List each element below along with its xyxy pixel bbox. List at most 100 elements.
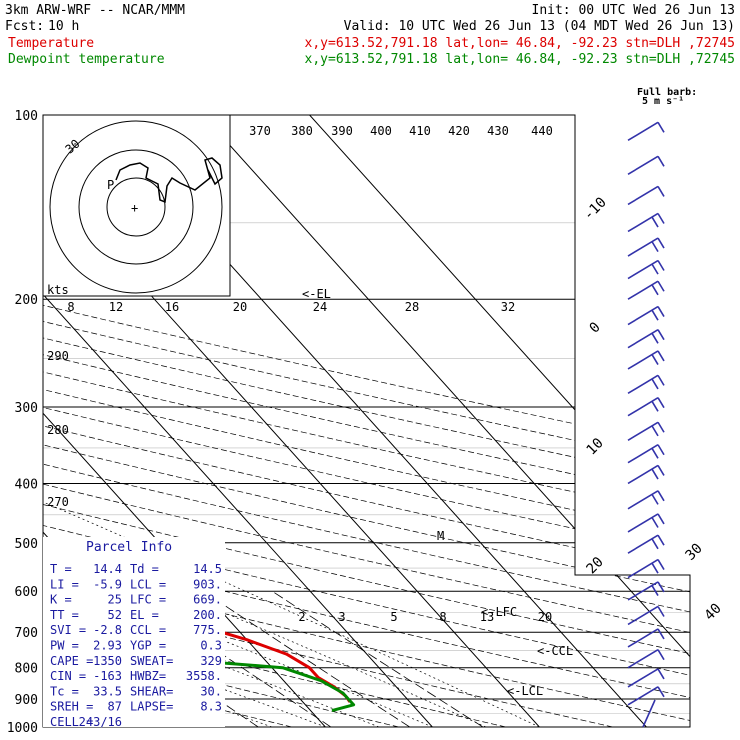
parcel-row-value: -2.8 <box>93 623 122 637</box>
dry-adiabat <box>43 115 690 727</box>
full-barb-label: Full barb: <box>637 87 697 98</box>
temperature-legend: Temperature <box>8 36 94 51</box>
parcel-row-label-2: YGP = <box>130 639 166 653</box>
theta-label: 370 <box>249 124 271 138</box>
parcel-row-label: SVI = <box>50 623 86 637</box>
temperature-location: x,y=613.52,791.18 lat,lon= 46.84, -92.23… <box>305 36 735 51</box>
parcel-row-value-2: 200. <box>193 608 222 622</box>
wind-barb-flag <box>657 628 665 640</box>
wind-barb-flag <box>657 186 665 197</box>
isotherm <box>43 115 326 727</box>
wind-barb-staff <box>627 350 659 370</box>
pressure-tick-label: 300 <box>15 401 38 416</box>
hodograph-ring-middle <box>78 149 194 265</box>
wind-barb-staff <box>627 628 659 648</box>
wind-barb-staff <box>627 534 659 554</box>
mixing-ratio-top-label: 16 <box>165 300 179 314</box>
mixing-ratio-top-label: 24 <box>313 300 327 314</box>
dry-adiabat <box>43 115 690 727</box>
parcel-row-value-2: 669. <box>193 593 222 607</box>
parcel-row-label-2: EL = <box>130 608 159 622</box>
wind-barb-staff <box>627 237 659 257</box>
temperature-tick-label: 40 <box>702 601 725 624</box>
pressure-tick-label: 400 <box>15 477 38 492</box>
dewpoint-legend: Dewpoint temperature <box>8 52 165 67</box>
mixing-ratio-bottom-label: 13 <box>480 610 494 624</box>
wind-barb-column <box>627 121 665 728</box>
mixing-ratio-top-label: 20 <box>233 300 247 314</box>
parcel-row-value-2: 903. <box>193 577 222 591</box>
wind-barb-flag <box>651 400 659 412</box>
wind-barb-staff <box>627 649 659 669</box>
parcel-info-background <box>43 537 225 727</box>
wind-barb-flag <box>657 260 665 271</box>
marker-ccl: <-CCL <box>537 644 573 658</box>
temperature-tick-label: -10 <box>581 194 610 223</box>
parcel-row-value-2: 30. <box>200 684 222 698</box>
wind-barb-flag <box>657 237 665 249</box>
wind-barb-flag <box>651 284 659 296</box>
parcel-row-value-2: 8.3 <box>200 700 222 714</box>
parcel-row-value: 1350 <box>93 654 122 668</box>
pressure-tick-label: 200 <box>15 293 38 308</box>
wind-barb-staff <box>627 444 659 464</box>
theta-side-label: 280 <box>47 423 69 437</box>
parcel-row-value-2: 14.5 <box>193 562 222 576</box>
dry-adiabat <box>43 115 690 727</box>
parcel-row-value-2: 329 <box>200 654 222 668</box>
parcel-row-value-2: 0.3 <box>200 639 222 653</box>
wind-barb-flag <box>657 513 665 525</box>
theta-label: 400 <box>370 124 392 138</box>
parcel-row-value: 25 <box>108 593 122 607</box>
parcel-row-value: 14.4 <box>93 562 122 576</box>
wind-barb-staff <box>627 668 659 688</box>
wind-barb-flag <box>651 447 659 459</box>
pressure-tick-label: 600 <box>15 585 38 600</box>
parcel-row-value: 87 <box>108 700 122 714</box>
wind-barb-flag <box>651 216 659 228</box>
wind-barb-flag <box>657 668 665 680</box>
wind-barb-staff <box>627 490 659 510</box>
mixing-ratio-top-label: 32 <box>501 300 515 314</box>
wind-barb-flag <box>657 306 665 317</box>
valid-time: Valid: 10 UTC Wed 26 Jun 13 (04 MDT Wed … <box>344 19 735 34</box>
isotherm <box>309 115 690 727</box>
parcel-row-value: 52 <box>108 608 122 622</box>
parcel-row-value: 2.93 <box>93 639 122 653</box>
theta-label: 380 <box>291 124 313 138</box>
pressure-tick-label: 1000 <box>7 721 38 736</box>
wind-barb-staff <box>627 581 659 601</box>
parcel-row-value-2: 775. <box>193 623 222 637</box>
wind-barb-flag <box>651 241 659 253</box>
model-title: 3km ARW-WRF -- NCAR/MMM <box>5 3 185 18</box>
marker-lfc: <-LFC <box>481 605 517 619</box>
dewpoint-profile <box>43 115 356 713</box>
parcel-row-value: 243/16 <box>79 715 122 729</box>
full-barb-units: 5 m s⁻¹ <box>642 96 684 107</box>
hodograph-ring-outer <box>49 120 223 294</box>
wind-barb-flag <box>651 517 659 528</box>
wind-barb-flag <box>657 649 665 661</box>
hodograph: + 30 P kts <box>42 114 231 297</box>
parcel-row-label: Tc = <box>50 684 79 698</box>
temperature-tick-label: 0 <box>587 319 604 336</box>
marker-m: M <box>437 529 444 543</box>
marker-el: <-EL <box>302 287 331 301</box>
wind-barb-flag <box>651 309 659 321</box>
dry-adiabat <box>43 115 690 727</box>
marker-lcl: <-LCL <box>507 684 543 698</box>
wind-barb-flag <box>657 559 665 571</box>
wind-barb-flag <box>651 378 659 390</box>
wind-barb-flag <box>651 468 659 480</box>
wind-barb-flag <box>657 444 665 456</box>
wind-barb-flag <box>657 421 665 433</box>
mixing-ratio-bottom-label: 5 <box>390 610 397 624</box>
parcel-info-box: Parcel Info T = 14.4 Td = 14.5 LI = -5.9 LCL =… <box>43 537 225 729</box>
isotherm <box>202 115 690 727</box>
hodograph-center-mark: + <box>131 201 138 215</box>
theta-side-label: 270 <box>47 495 69 509</box>
parcel-row-label-2: SWEAT= <box>130 654 173 668</box>
wind-barb-flag <box>657 374 665 386</box>
wind-barb-staff <box>627 605 659 626</box>
pressure-tick-label: 100 <box>15 109 38 124</box>
